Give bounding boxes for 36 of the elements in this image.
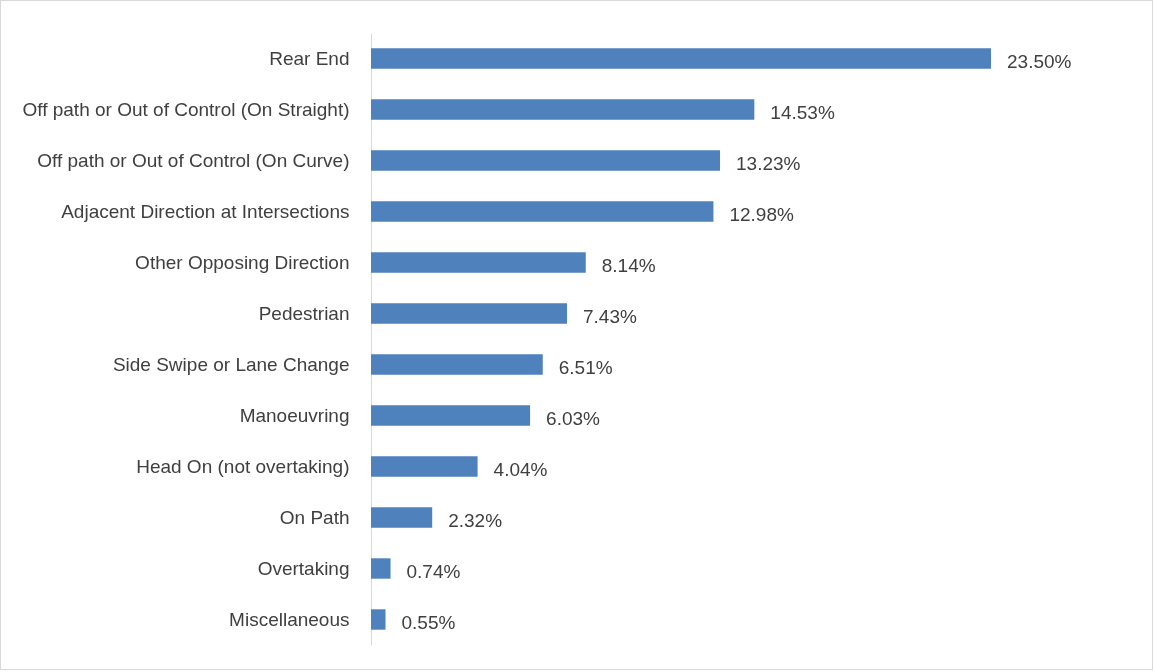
bar <box>371 558 391 579</box>
data-label: 0.55% <box>401 611 456 633</box>
data-label: 6.03% <box>546 407 601 429</box>
bar <box>371 456 478 477</box>
data-label: 0.74% <box>406 560 461 582</box>
data-label: 2.32% <box>448 509 503 531</box>
y-tick-label: Off path or Out of Control (On Curve) <box>37 149 350 171</box>
y-tick-label: Adjacent Direction at Intersections <box>61 200 350 222</box>
bar <box>371 201 714 222</box>
data-label: 13.23% <box>736 152 801 174</box>
y-tick-label: Other Opposing Direction <box>135 251 350 273</box>
data-label: 7.43% <box>583 305 638 327</box>
bar <box>371 405 531 426</box>
y-tick-label: Manoeuvring <box>239 404 350 426</box>
y-tick-label: Pedestrian <box>258 302 350 324</box>
y-tick-label: On Path <box>279 506 350 528</box>
bar <box>371 507 433 528</box>
y-tick-label: Overtaking <box>257 557 350 579</box>
bar <box>371 303 568 324</box>
data-label: 6.51% <box>558 356 613 378</box>
data-label: 23.50% <box>1007 50 1072 72</box>
bar <box>371 609 386 630</box>
data-label: 14.53% <box>770 101 835 123</box>
bar <box>371 150 721 171</box>
y-tick-label: Off path or Out of Control (On Straight) <box>22 98 350 120</box>
y-tick-label: Rear End <box>269 47 350 69</box>
bar <box>371 354 543 375</box>
data-label: 4.04% <box>493 458 548 480</box>
y-tick-label: Side Swipe or Lane Change <box>112 353 350 375</box>
y-tick-label: Head On (not overtaking) <box>136 455 350 477</box>
y-tick-label: Miscellaneous <box>229 608 350 630</box>
bar <box>371 48 991 69</box>
bar <box>371 99 755 120</box>
data-label: 8.14% <box>601 254 656 276</box>
bar <box>371 252 586 273</box>
data-label: 12.98% <box>729 203 794 225</box>
